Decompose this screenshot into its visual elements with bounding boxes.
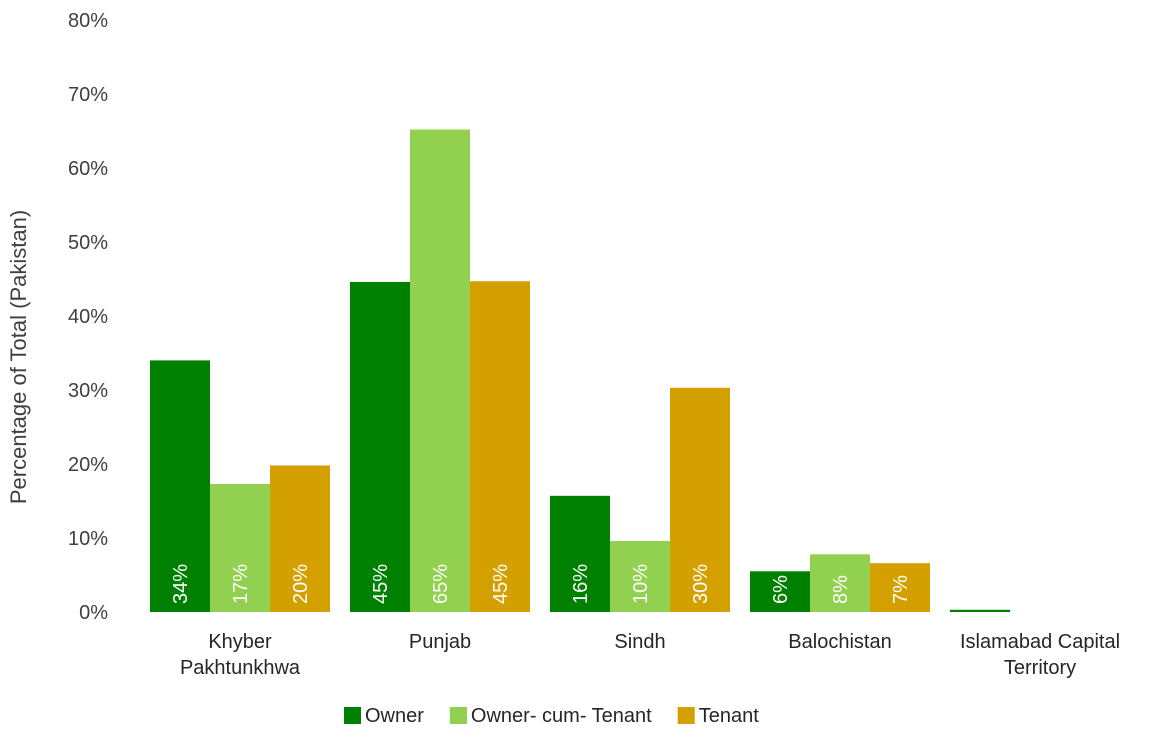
y-tick-label: 0% bbox=[79, 602, 108, 624]
data-label: 65% bbox=[430, 564, 452, 604]
bar bbox=[950, 609, 1010, 612]
y-axis: 0% 10% 20% 30% 40% 50% 60% 70% 80% bbox=[68, 10, 108, 624]
y-tick-label: 60% bbox=[68, 158, 108, 180]
bars: 34% 17% 20% 45% 65% 45% 16% 10% 30% 6% 8% 7% 0% bbox=[150, 129, 1052, 612]
x-axis: Khyber Pakhtunkhwa Punjab Sindh Balochistan I… bbox=[180, 631, 1120, 679]
y-tick-label: 80% bbox=[68, 10, 108, 32]
bar bbox=[410, 129, 470, 612]
data-label: 16% bbox=[570, 564, 592, 604]
legend-swatch bbox=[677, 707, 695, 724]
bar bbox=[610, 540, 670, 612]
y-tick-label: 10% bbox=[68, 528, 108, 550]
x-tick-label: Sindh bbox=[614, 631, 665, 653]
bar bbox=[810, 554, 870, 612]
x-tick-label: Pakhtunkhwa bbox=[180, 657, 301, 679]
data-label: 30% bbox=[690, 564, 712, 604]
x-tick-label: Islamabad Capital bbox=[960, 631, 1120, 653]
data-label: 45% bbox=[370, 564, 392, 604]
data-label: 34% bbox=[170, 564, 192, 604]
bar bbox=[350, 281, 410, 612]
y-tick-label: 70% bbox=[68, 84, 108, 106]
y-tick-label: 20% bbox=[68, 454, 108, 476]
data-label: 20% bbox=[290, 564, 312, 604]
x-tick-label: Punjab bbox=[409, 631, 471, 653]
legend-entry: Owner- cum- Tenant bbox=[471, 705, 652, 727]
y-tick-label: 40% bbox=[68, 306, 108, 328]
legend-swatch bbox=[344, 707, 361, 724]
bar bbox=[550, 495, 610, 612]
bar bbox=[870, 563, 930, 612]
legend: Owner Owner- cum- Tenant Tenant bbox=[344, 705, 759, 727]
data-label: 8% bbox=[830, 575, 852, 604]
y-tick-label: 30% bbox=[68, 380, 108, 402]
bar bbox=[270, 465, 330, 612]
data-label: 6% bbox=[770, 575, 792, 604]
x-tick-label: Khyber bbox=[208, 631, 272, 653]
bar bbox=[470, 281, 530, 612]
bar bbox=[750, 571, 810, 612]
x-tick-label: Balochistan bbox=[788, 631, 891, 653]
bar bbox=[150, 360, 210, 612]
y-axis-label: Percentage of Total (Pakistan) bbox=[6, 210, 31, 504]
bar bbox=[210, 483, 270, 612]
legend-entry: Owner bbox=[365, 705, 424, 727]
data-label: 7% bbox=[890, 575, 912, 604]
bar bbox=[670, 387, 730, 612]
legend-swatch bbox=[449, 707, 467, 724]
y-tick-label: 50% bbox=[68, 232, 108, 254]
data-label: 45% bbox=[490, 564, 512, 604]
x-tick-label: Territory bbox=[1004, 657, 1076, 679]
data-label: 0% bbox=[1030, 575, 1052, 604]
legend-entry: Tenant bbox=[699, 705, 759, 727]
data-label: 17% bbox=[230, 564, 252, 604]
data-label: 10% bbox=[630, 564, 652, 604]
